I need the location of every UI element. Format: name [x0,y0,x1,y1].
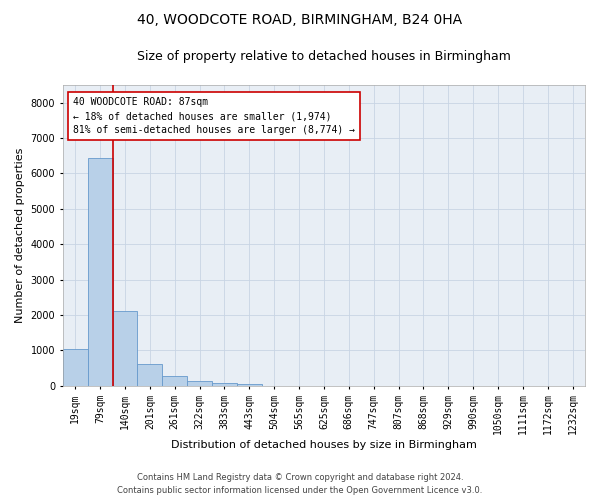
Bar [187,381,212,386]
Bar [113,312,137,386]
Bar [237,384,262,386]
Bar [162,376,187,386]
Text: Contains HM Land Registry data © Crown copyright and database right 2024.
Contai: Contains HM Land Registry data © Crown c… [118,474,482,495]
Bar [137,364,162,386]
Text: 40, WOODCOTE ROAD, BIRMINGHAM, B24 0HA: 40, WOODCOTE ROAD, BIRMINGHAM, B24 0HA [137,12,463,26]
Text: 40 WOODCOTE ROAD: 87sqm
← 18% of detached houses are smaller (1,974)
81% of semi: 40 WOODCOTE ROAD: 87sqm ← 18% of detache… [73,97,355,135]
Y-axis label: Number of detached properties: Number of detached properties [15,148,25,323]
Bar [88,158,113,386]
X-axis label: Distribution of detached houses by size in Birmingham: Distribution of detached houses by size … [171,440,477,450]
Bar [63,348,88,386]
Title: Size of property relative to detached houses in Birmingham: Size of property relative to detached ho… [137,50,511,63]
Bar [212,383,237,386]
